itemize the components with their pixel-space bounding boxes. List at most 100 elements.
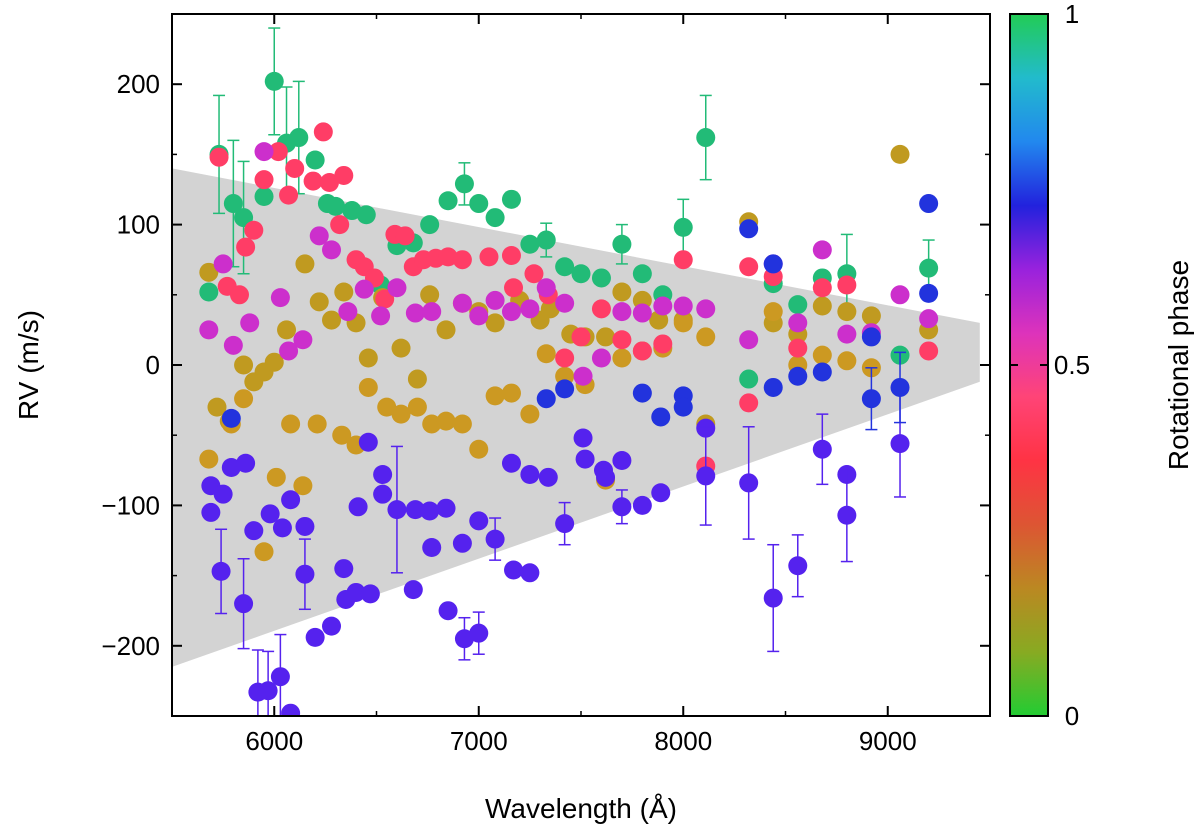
data-point [673, 250, 693, 270]
data-points [199, 27, 939, 716]
data-point [338, 302, 358, 322]
data-point [438, 191, 458, 211]
data-point [346, 582, 366, 602]
data-point [223, 194, 243, 214]
data-point [452, 293, 472, 313]
data-point [221, 408, 241, 428]
y-tick-label: 100 [117, 210, 160, 240]
colorbar-tick-label: 0.5 [1054, 350, 1090, 380]
data-point [342, 201, 362, 221]
data-point [837, 302, 857, 322]
data-point [422, 302, 442, 322]
colorbar-ticks: 00.51 [1010, 0, 1090, 731]
data-point [420, 215, 440, 235]
data-point [293, 476, 313, 496]
data-point [264, 352, 284, 372]
data-point [201, 502, 221, 522]
data-point [313, 122, 333, 142]
data-point [890, 377, 910, 397]
shaded-band [172, 168, 980, 667]
data-point [348, 497, 368, 517]
data-point [696, 466, 716, 486]
data-point [538, 467, 558, 487]
data-point [673, 313, 693, 333]
data-point [469, 439, 489, 459]
data-point [373, 465, 393, 485]
data-point [334, 282, 354, 302]
data-point [295, 564, 315, 584]
data-point [254, 187, 274, 207]
data-point [520, 563, 540, 583]
series-phase-4 [199, 142, 939, 386]
data-point [260, 504, 280, 524]
data-point [436, 320, 456, 340]
data-point [632, 495, 652, 515]
y-tick-label: −200 [101, 631, 160, 661]
data-point [555, 379, 575, 399]
data-point [254, 142, 274, 162]
data-point [837, 351, 857, 371]
data-point [485, 290, 505, 310]
data-point [309, 292, 329, 312]
data-point [485, 208, 505, 228]
data-point [244, 220, 264, 240]
data-point [420, 501, 440, 521]
data-point [812, 345, 832, 365]
data-point [420, 285, 440, 305]
data-point [520, 404, 540, 424]
data-point [591, 348, 611, 368]
data-point [632, 383, 652, 403]
data-point [221, 457, 241, 477]
data-point [788, 338, 808, 358]
data-point [812, 296, 832, 316]
data-point [236, 453, 256, 473]
data-point [270, 667, 290, 687]
data-point [504, 278, 524, 298]
data-point [696, 128, 716, 148]
data-point [199, 262, 219, 282]
data-point [596, 467, 616, 487]
data-point [403, 580, 423, 600]
data-point [264, 71, 284, 91]
series-phase-3 [209, 122, 939, 476]
data-point [861, 327, 881, 347]
colorbar-tick-label: 0 [1065, 701, 1079, 731]
data-point [501, 189, 521, 209]
data-point [234, 355, 254, 375]
data-point [322, 616, 342, 636]
data-point [199, 320, 219, 340]
data-point [524, 264, 544, 284]
data-point [268, 142, 288, 162]
data-point [919, 194, 939, 214]
data-point [812, 278, 832, 298]
data-point [254, 542, 274, 562]
data-point [812, 240, 832, 260]
data-point [632, 341, 652, 361]
data-point [763, 302, 783, 322]
data-point [354, 279, 374, 299]
data-point [295, 516, 315, 536]
data-point [632, 264, 652, 284]
data-point [485, 386, 505, 406]
data-point [651, 407, 671, 427]
data-point [501, 302, 521, 322]
data-point [254, 170, 274, 190]
data-point [358, 377, 378, 397]
data-point [555, 257, 575, 277]
data-point [861, 306, 881, 326]
data-point [454, 174, 474, 194]
data-point [536, 389, 556, 409]
data-point [536, 278, 556, 298]
data-point [520, 234, 540, 254]
data-point [837, 505, 857, 525]
uncertainty-band [172, 168, 980, 667]
data-point [573, 366, 593, 386]
data-point [485, 529, 505, 549]
data-point [395, 226, 415, 246]
y-tick-label: 200 [117, 69, 160, 99]
data-point [612, 282, 632, 302]
data-point [358, 348, 378, 368]
data-point [479, 247, 499, 267]
x-axis-title: Wavelength (Å) [485, 793, 677, 824]
